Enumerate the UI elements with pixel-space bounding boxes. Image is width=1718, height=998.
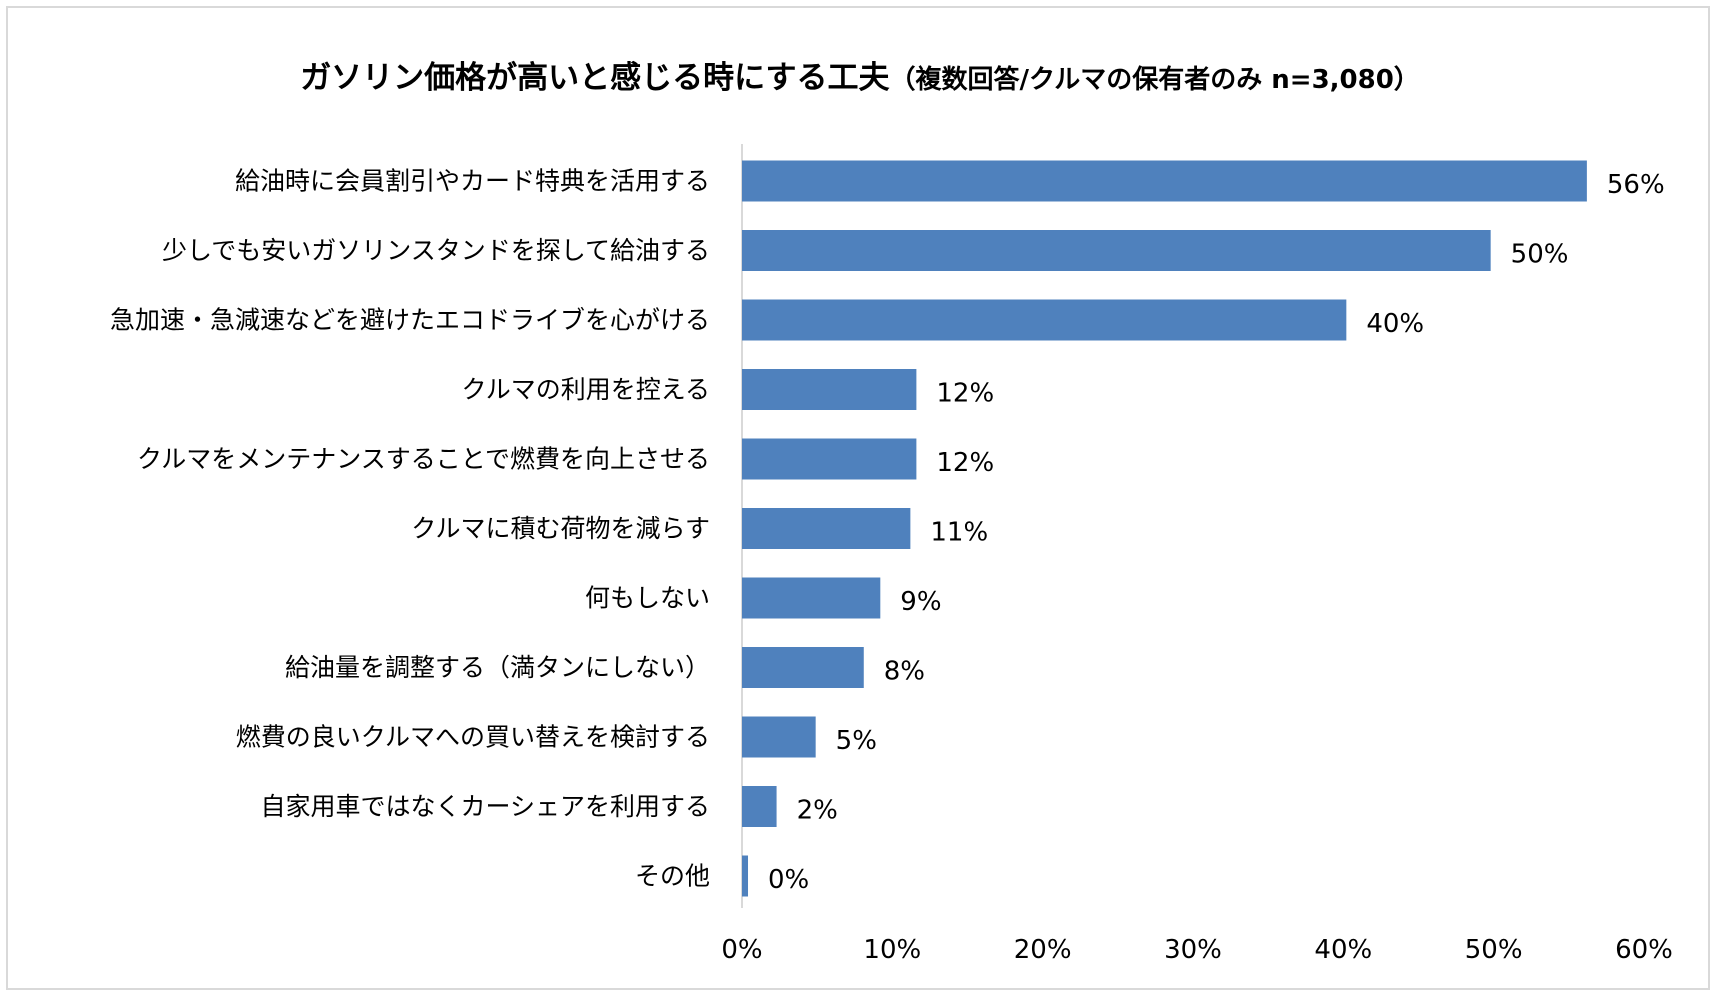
bar-8	[742, 647, 864, 688]
value-label-6: 11%	[930, 518, 988, 548]
x-axis-ticks: 0% 10% 20% 30% 40% 50% 60%	[721, 935, 1673, 965]
category-labels: 給油時に会員割引やカード特典を活用する少しでも安いガソリンスタンドを探して給油す…	[110, 167, 710, 891]
category-label-6: クルマに積む荷物を減らす	[411, 514, 710, 543]
value-label-10: 2%	[797, 796, 838, 826]
category-label-1: 給油時に会員割引やカード特典を活用する	[235, 167, 710, 196]
bar-4	[742, 369, 917, 410]
bar-2	[742, 230, 1491, 271]
x-tick-label-3: 20%	[1014, 935, 1072, 965]
bar-10	[742, 786, 777, 827]
bar-5	[742, 438, 917, 480]
category-label-2: 少しでも安いガソリンスタンドを探して給油する	[162, 236, 710, 265]
value-label-4: 12%	[936, 379, 994, 409]
category-label-10: 自家用車ではなくカーシェアを利用する	[260, 792, 710, 821]
bar-11	[742, 855, 749, 897]
category-label-7: 何もしない	[585, 584, 710, 613]
category-label-5: クルマをメンテナンスすることで燃費を向上させる	[137, 445, 710, 474]
category-label-8: 給油量を調整する（満タンにしない）	[285, 653, 710, 682]
x-tick-label-6: 50%	[1465, 935, 1523, 965]
value-label-2: 50%	[1511, 240, 1569, 270]
bar-7	[742, 577, 881, 619]
value-label-11: 0%	[768, 865, 809, 895]
x-tick-label-2: 10%	[863, 935, 921, 965]
category-label-9: 燃費の良いクルマへの買い替えを検討する	[236, 723, 710, 752]
bar-6	[742, 508, 911, 549]
chart-title-main: ガソリン価格が高いと感じる時にする工夫	[300, 60, 890, 96]
category-label-4: クルマの利用を控える	[461, 375, 710, 404]
value-label-9: 5%	[836, 726, 877, 756]
bar-9	[742, 716, 816, 758]
value-label-7: 9%	[900, 587, 941, 617]
value-label-1: 56%	[1607, 170, 1665, 200]
value-label-3: 40%	[1366, 309, 1424, 339]
value-label-8: 8%	[884, 657, 925, 687]
chart-subtitle: （複数回答/クルマの保有者のみ n=3,080）	[889, 65, 1420, 95]
value-label-5: 12%	[936, 448, 994, 478]
bars-group	[742, 160, 1587, 897]
x-tick-label-1: 0%	[721, 935, 762, 965]
x-tick-label-5: 40%	[1314, 935, 1372, 965]
bar-3	[742, 299, 1347, 341]
category-label-11: その他	[635, 862, 710, 891]
value-labels: 56% 50% 40% 12% 12% 11% 9% 8% 5% 2% 0%	[768, 170, 1665, 895]
x-tick-label-7: 60%	[1615, 935, 1673, 965]
category-label-3: 急加速・急減速などを避けたエコドライブを心がける	[110, 306, 710, 335]
bar-1	[742, 160, 1587, 202]
x-tick-label-4: 30%	[1164, 935, 1222, 965]
chart-title: ガソリン価格が高いと感じる時にする工夫（複数回答/クルマの保有者のみ n=3,0…	[8, 52, 1712, 97]
